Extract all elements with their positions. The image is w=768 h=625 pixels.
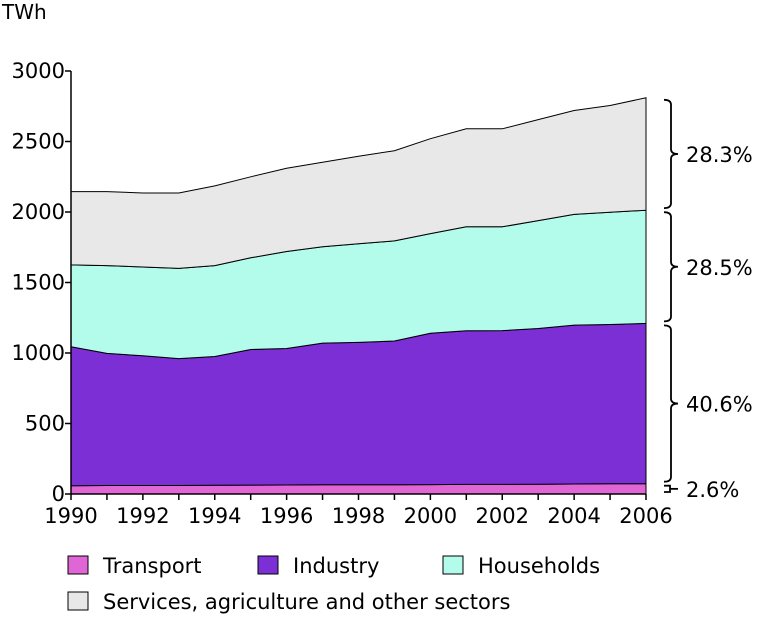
brace-industry [663, 324, 679, 483]
share-label-transport: 2.6% [686, 478, 739, 502]
x-tick-label: 1992 [116, 504, 169, 528]
legend-swatch-households [442, 555, 464, 575]
legend-label-services-agriculture-and-other-sectors: Services, agriculture and other sectors [103, 590, 510, 614]
area-services-agriculture-and-other-sectors [70, 97, 647, 269]
y-tick-labels: 0 500 1000 1500 2000 2500 3000 [12, 59, 65, 506]
y-axis-label: TWh [1, 0, 47, 24]
legend-swatch-transport [67, 555, 89, 575]
x-tick-label: 2002 [476, 504, 529, 528]
y-tick-label: 3000 [12, 59, 65, 83]
brace-households [663, 211, 679, 323]
y-tick-label: 2500 [12, 130, 65, 154]
stacked-areas [70, 97, 647, 495]
share-braces: 28.3% 28.5% 40.6% 2.6% [663, 98, 753, 502]
x-tick-label: 1990 [44, 504, 97, 528]
x-tick-label: 2000 [404, 504, 457, 528]
brace-transport [664, 484, 671, 493]
legend-label-industry: Industry [293, 554, 379, 578]
y-tick-label: 500 [25, 412, 65, 436]
y-tick-label: 2000 [12, 200, 65, 224]
y-tick-label: 1500 [12, 271, 65, 295]
legend-swatch-industry [257, 555, 279, 575]
y-tick-label: 1000 [12, 341, 65, 365]
legend-label-transport: Transport [102, 554, 202, 578]
x-tick-label: 2006 [619, 504, 672, 528]
share-label-households: 28.5% [686, 256, 753, 280]
share-label-services-agriculture-and-other-sectors: 28.3% [686, 143, 753, 167]
x-tick-label: 1996 [260, 504, 313, 528]
x-tick-label: 1998 [332, 504, 385, 528]
legend-swatch-services-agriculture-and-other-sectors [67, 591, 89, 611]
axes [65, 70, 647, 500]
x-tick-label: 2004 [547, 504, 600, 528]
legend: Transport Industry Households Services, agr… [67, 554, 600, 614]
legend-label-households: Households [478, 554, 600, 578]
share-label-industry: 40.6% [686, 393, 753, 417]
y-tick-label: 0 [52, 482, 65, 506]
x-tick-labels: 1990 1992 1994 1996 1998 2000 2002 2004 2006 [44, 504, 672, 528]
x-tick-label: 1994 [188, 504, 241, 528]
brace-services-agriculture-and-other-sectors [663, 98, 679, 210]
